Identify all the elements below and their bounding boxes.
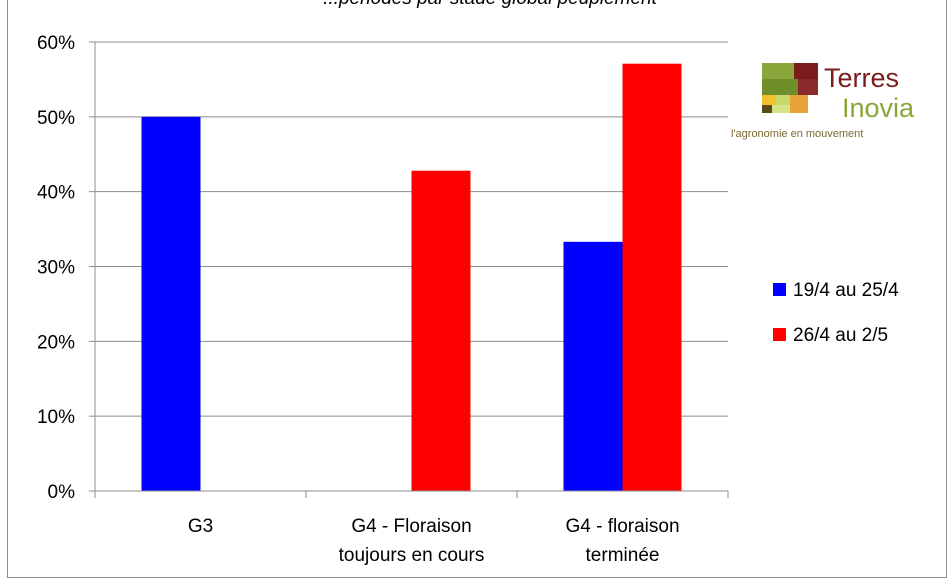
logo-block-darkred [794,63,818,79]
logo-block-lightgreen2 [772,105,790,113]
legend: 19/4 au 25/4 26/4 au 2/5 [773,280,899,346]
logo-block-green [762,63,794,79]
y-tick-label: 60% [37,33,75,54]
y-tick-label: 10% [37,407,75,428]
y-tick-label: 20% [37,332,75,353]
legend-label: 26/4 au 2/5 [793,325,888,346]
x-tick-label: G4 - floraison [565,516,679,537]
logo-brand-line1: Terres [824,63,899,93]
logo-block-brown [762,105,772,113]
y-tick-label: 0% [48,482,76,503]
terres-inovia-logo: Terres Inovia l'agronomie en mouvement [731,63,915,140]
y-tick-label: 30% [37,258,75,279]
bar [411,170,471,492]
x-tick-label: terminée [586,545,660,565]
legend-label: 19/4 au 25/4 [793,280,899,301]
logo-block-yellow [762,95,776,105]
chart-title: ...périodes par stade global peuplement [323,0,658,9]
bar [141,116,201,491]
legend-swatch [773,328,786,341]
bar [622,63,682,492]
x-tick-label: G3 [188,516,213,537]
logo-block-green2 [762,79,798,95]
axes [94,42,729,498]
x-tick-label: G4 - Floraison [351,516,471,537]
chart: ...périodes par stade global peuplement … [37,0,915,565]
logo-block-orange [790,95,808,113]
x-tick-label: toujours en cours [339,545,485,565]
logo-brand-line2: Inovia [842,93,915,123]
logo-block-darkred2 [798,79,818,95]
bars [141,63,682,492]
y-tick-label: 40% [37,183,75,204]
x-axis-labels: G3 G4 - Floraison toujours en cours G4 - fl… [188,516,680,565]
y-tick-label: 50% [37,108,75,129]
logo-block-lightgreen [776,95,790,105]
legend-swatch [773,283,786,296]
logo-tagline: l'agronomie en mouvement [731,128,863,140]
y-axis-ticks: 0% 10% 20% 30% 40% 50% 60% [37,33,95,503]
bar [563,241,623,491]
